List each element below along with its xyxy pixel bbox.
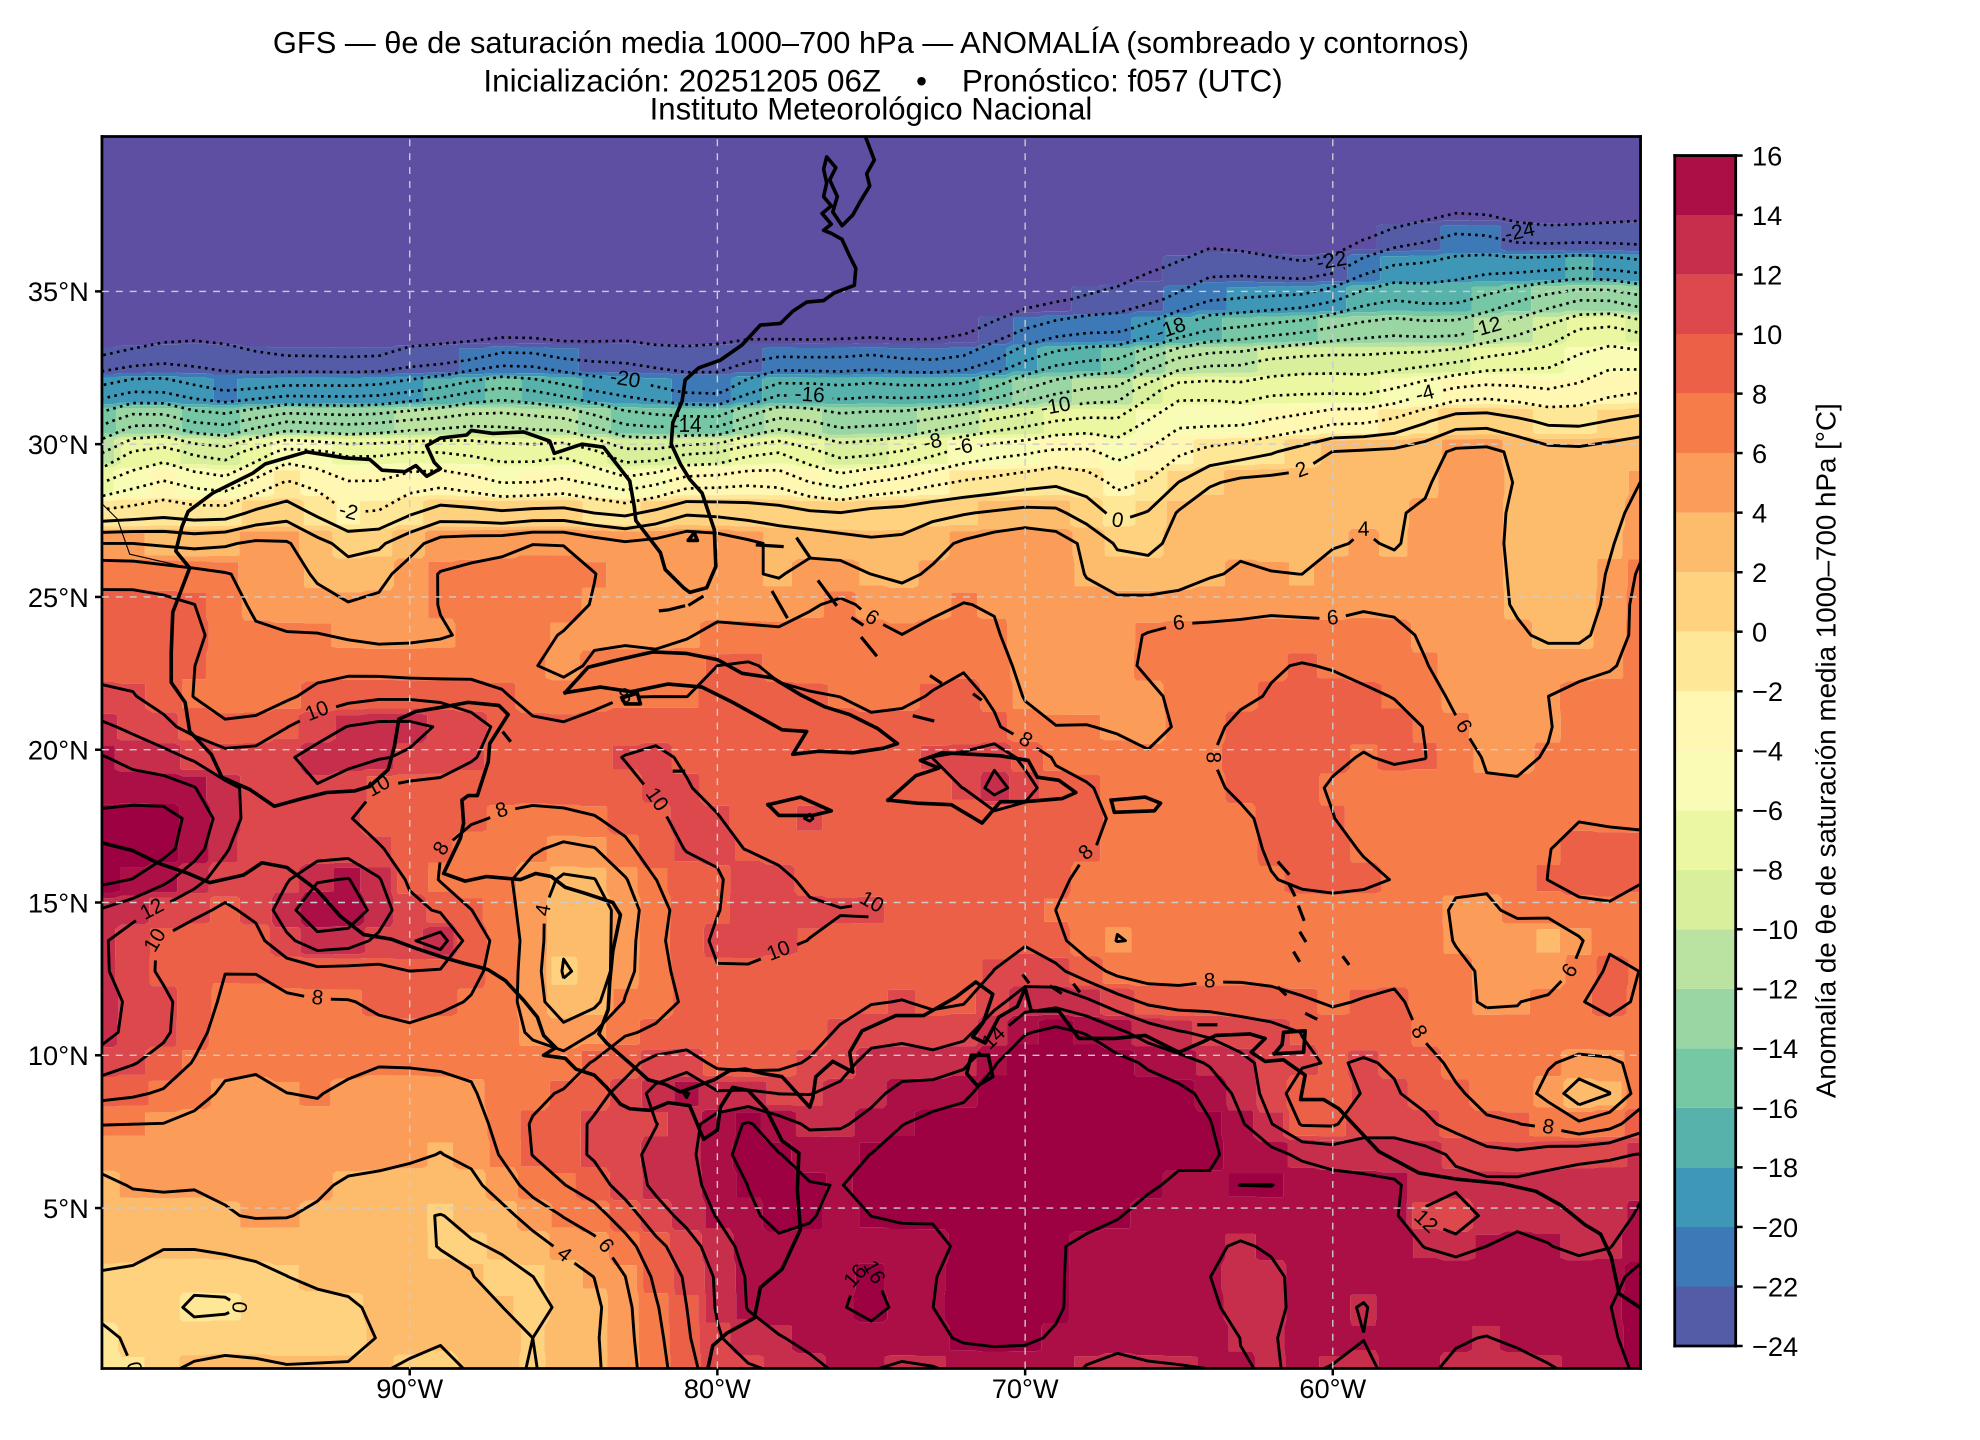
svg-text:-22: -22 (1315, 247, 1349, 275)
svg-text:−14: −14 (1752, 1033, 1798, 1064)
svg-text:−8: −8 (1752, 855, 1783, 886)
svg-text:8: 8 (1203, 969, 1216, 993)
svg-text:6: 6 (1752, 438, 1767, 469)
svg-text:16: 16 (1752, 140, 1782, 171)
svg-text:Inicialización: 20251205 06Z: Inicialización: 20251205 06Z • Pronóstic… (483, 64, 1282, 99)
svg-text:6: 6 (1326, 606, 1340, 630)
svg-text:12: 12 (1752, 259, 1782, 290)
svg-text:4: 4 (1358, 518, 1370, 541)
svg-text:6: 6 (1171, 611, 1186, 636)
svg-text:30°N: 30°N (28, 429, 89, 460)
svg-text:-10: -10 (1039, 392, 1073, 420)
svg-text:-4: -4 (1413, 380, 1437, 407)
svg-text:10: 10 (1752, 319, 1782, 350)
svg-text:20°N: 20°N (28, 735, 89, 766)
svg-text:−22: −22 (1752, 1271, 1798, 1302)
svg-text:8: 8 (310, 986, 324, 1010)
svg-text:35°N: 35°N (28, 276, 89, 307)
svg-text:-8: -8 (921, 429, 944, 456)
svg-text:60°W: 60°W (1299, 1373, 1366, 1404)
svg-text:−6: −6 (1752, 795, 1783, 826)
svg-text:GFS — θe de saturación media 1: GFS — θe de saturación media 1000–700 hP… (273, 25, 1469, 60)
svg-text:−2: −2 (1752, 676, 1783, 707)
svg-text:5°N: 5°N (43, 1193, 89, 1224)
svg-text:0: 0 (121, 1360, 146, 1376)
svg-text:15°N: 15°N (28, 887, 89, 918)
svg-text:−4: −4 (1752, 736, 1783, 767)
svg-text:70°W: 70°W (992, 1373, 1059, 1404)
svg-text:−24: −24 (1752, 1331, 1798, 1362)
svg-text:-14: -14 (671, 414, 701, 437)
svg-text:−18: −18 (1752, 1152, 1798, 1183)
svg-text:Anomalía de θe de saturación m: Anomalía de θe de saturación media 1000–… (1810, 403, 1841, 1098)
svg-text:-20: -20 (608, 365, 641, 393)
svg-text:0: 0 (1110, 508, 1125, 533)
svg-text:14: 14 (1752, 200, 1782, 231)
svg-text:8: 8 (1752, 378, 1767, 409)
svg-text:−12: −12 (1752, 974, 1798, 1005)
svg-text:8: 8 (1541, 1115, 1556, 1140)
svg-text:Instituto Meteorológico Nacion: Instituto Meteorológico Nacional (650, 91, 1093, 126)
svg-text:0: 0 (1752, 617, 1767, 648)
svg-text:25°N: 25°N (28, 582, 89, 613)
svg-text:0: 0 (228, 1301, 252, 1314)
svg-text:−16: −16 (1752, 1093, 1798, 1124)
svg-text:-16: -16 (794, 382, 825, 407)
svg-text:8: 8 (1202, 752, 1225, 764)
svg-text:4: 4 (1752, 498, 1767, 529)
svg-text:2: 2 (1752, 557, 1767, 588)
svg-text:-6: -6 (952, 434, 974, 460)
svg-text:80°W: 80°W (684, 1373, 751, 1404)
svg-text:−20: −20 (1752, 1212, 1798, 1243)
svg-text:90°W: 90°W (376, 1373, 443, 1404)
svg-text:-2: -2 (336, 498, 360, 525)
svg-text:10°N: 10°N (28, 1040, 89, 1071)
svg-text:4: 4 (531, 902, 556, 918)
svg-text:−10: −10 (1752, 914, 1798, 945)
